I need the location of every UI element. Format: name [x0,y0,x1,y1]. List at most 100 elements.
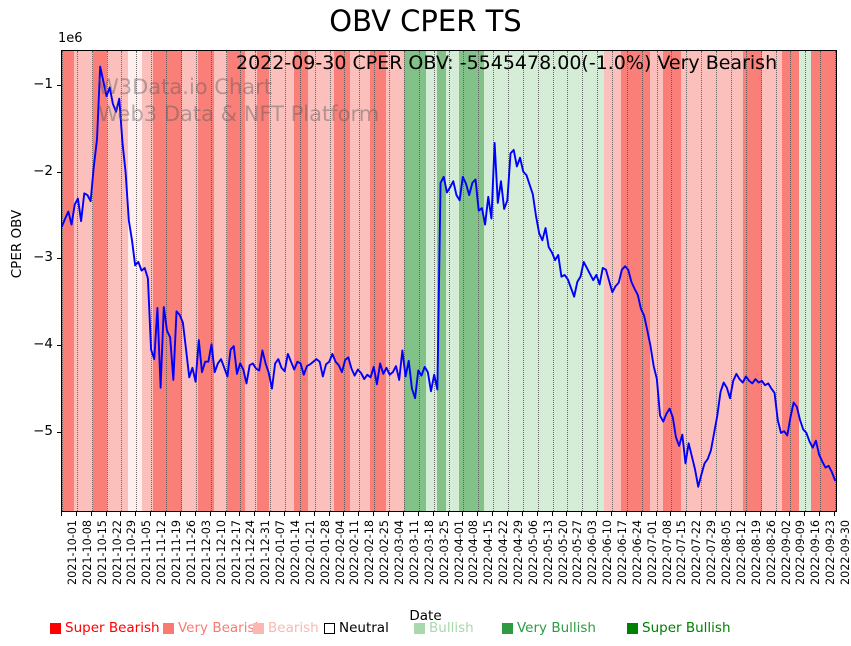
x-tick-label: 2022-05-20 [556,520,570,586]
x-tick-mark [819,511,821,516]
legend-item[interactable]: Bearish [253,620,319,636]
sentiment-band [294,51,309,511]
x-tick-mark [150,511,152,516]
x-tick-mark [774,511,776,516]
x-tick-label: 2022-03-11 [407,520,421,586]
x-tick-mark [269,511,271,516]
x-tick-mark [492,511,494,516]
x-tick-label: 2022-05-13 [541,520,555,586]
gridline [448,51,451,511]
legend-label: Bearish [268,620,319,636]
x-tick-mark [744,511,746,516]
gridline [403,51,406,511]
legend-item[interactable]: Super Bearish [50,620,160,636]
x-tick-label: 2022-05-27 [571,520,585,586]
x-tick-mark [462,511,464,516]
sentiment-band [257,51,270,511]
x-tick-label: 2021-12-03 [199,520,213,586]
x-tick-label: 2022-06-10 [601,520,615,586]
x-tick-label: 2022-06-24 [630,520,644,586]
gridline [166,51,168,511]
gridline [136,51,138,511]
x-tick-mark [581,511,583,516]
legend-item[interactable]: Super Bullish [627,620,731,636]
x-tick-mark [536,511,538,516]
legend-item[interactable]: Very Bearish [163,620,263,636]
x-tick-mark [224,511,226,516]
gridline [582,51,584,511]
x-tick-mark [759,511,761,516]
gridline [463,51,465,511]
x-tick-label: 2021-12-24 [244,520,258,586]
legend-item[interactable]: Bullish [414,620,474,636]
gridline [255,51,257,511]
x-tick-label: 2021-12-17 [229,520,243,586]
sentiment-band [334,51,350,511]
x-tick-mark [715,511,717,516]
sentiment-band [781,51,799,511]
x-tick-label: 2022-01-07 [274,520,288,586]
gridline [225,51,228,511]
x-tick-label: 2022-08-19 [749,520,763,586]
x-tick-mark [328,511,330,516]
x-tick-label: 2022-03-25 [437,520,451,586]
x-tick-mark [804,511,806,516]
gridline [270,51,272,511]
x-tick-mark [685,511,687,516]
gridline [433,51,436,511]
sentiment-band [213,51,227,511]
x-tick-label: 2022-01-14 [288,520,302,586]
x-tick-label: 2022-05-06 [526,520,540,586]
x-tick-mark [700,511,702,516]
x-tick-mark [551,511,553,516]
x-tick-label: 2021-12-31 [259,520,273,586]
plot-area: W3Data.io Chart Web3 Data & NFT Platform [61,50,837,512]
sentiment-band [226,51,245,511]
gridline [537,51,540,511]
gridline [805,51,807,511]
sentiment-band [798,51,812,511]
gridline [106,51,109,511]
x-tick-mark [729,511,731,516]
gridline [195,51,198,511]
x-tick-mark [105,511,107,516]
sentiment-band [811,51,836,511]
x-tick-mark [432,511,434,516]
gridline [626,51,629,511]
x-tick-mark [135,511,137,516]
x-tick-label: 2021-12-10 [214,520,228,586]
x-axis-label: Date [409,608,442,624]
x-tick-label: 2021-11-19 [170,520,184,586]
legend-item[interactable]: Very Bullish [502,620,596,636]
x-tick-mark [447,511,449,516]
gridline [671,51,673,511]
gridline [522,51,525,511]
gridline [62,51,64,511]
gridline [121,51,123,511]
x-tick-label: 2022-04-29 [511,520,525,586]
x-tick-mark [313,511,315,516]
gridline [507,51,510,511]
x-tick-label: 2022-09-16 [809,520,823,586]
sentiment-band [92,51,107,511]
y-axis-multiplier: 1e6 [58,31,83,46]
gridline [745,51,748,511]
x-tick-mark [566,511,568,516]
gridline [835,51,836,511]
legend-label: Very Bullish [517,620,596,636]
y-tick-mark [57,345,61,347]
x-tick-label: 2022-07-29 [705,520,719,586]
x-tick-label: 2022-02-25 [378,520,392,586]
legend-label: Bullish [429,620,474,636]
x-tick-label: 2022-02-11 [348,520,362,586]
gridline [299,51,302,511]
legend-item[interactable]: Neutral [324,620,389,636]
gridline [701,51,703,511]
x-tick-mark [298,511,300,516]
x-tick-label: 2022-06-03 [586,520,600,586]
x-tick-mark [789,511,791,516]
sentiment-band [425,51,437,511]
gridline [389,51,391,511]
sentiment-band [743,51,763,511]
x-tick-label: 2022-04-22 [497,520,511,586]
